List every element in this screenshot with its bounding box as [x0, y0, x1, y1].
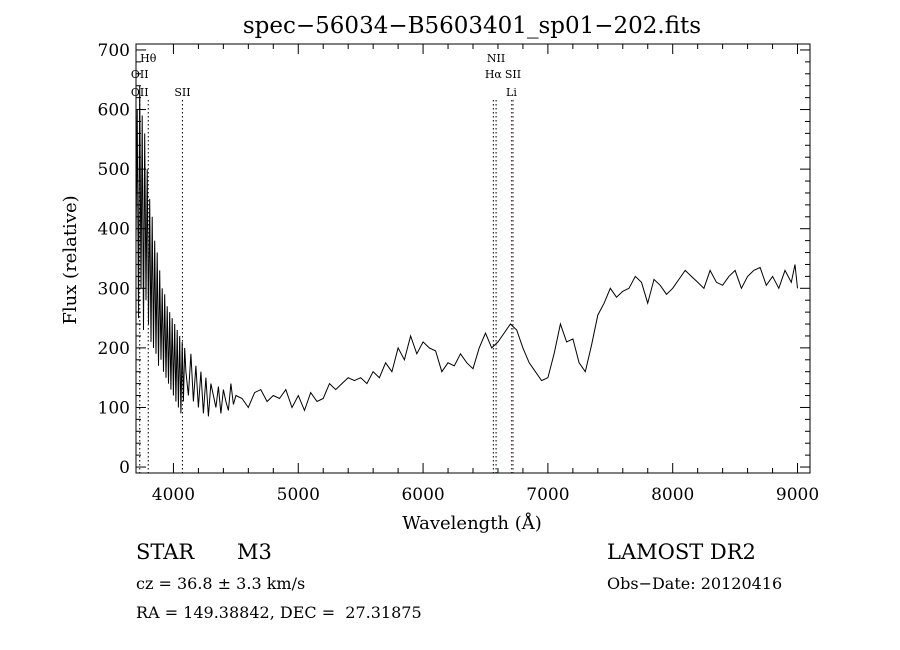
line-label: Li	[506, 86, 517, 99]
axis-ticks-layer: 4000 5000 6000 7000 8000 9000 0 100 200 300 400 500…	[98, 41, 820, 505]
y-tick-label: 200	[98, 339, 130, 359]
line-label: NII	[487, 52, 505, 65]
y-tick-label: 400	[98, 220, 130, 240]
survey-name: LAMOST DR2	[607, 540, 756, 564]
line-label: Hα	[485, 68, 503, 81]
x-tick-label: 8000	[651, 485, 694, 505]
object-class: STAR	[136, 540, 195, 564]
line-label: SII	[174, 86, 190, 99]
line-label: Hθ	[140, 52, 157, 65]
spectrum-layer	[135, 85, 798, 417]
redshift-text: cz = 36.8 ± 3.3 km/s	[136, 574, 306, 593]
chart-title: spec−56034−B5603401_sp01−202.fits	[243, 13, 701, 39]
x-tick-label: 4000	[152, 485, 195, 505]
x-tick-label: 6000	[401, 485, 444, 505]
coordinates-text: RA = 149.38842, DEC = 27.31875	[136, 603, 422, 622]
y-tick-label: 300	[98, 279, 130, 299]
object-subclass: M3	[237, 540, 272, 564]
x-axis-label: Wavelength (Å)	[402, 512, 542, 534]
y-axis-label: Flux (relative)	[60, 195, 81, 324]
line-label: SII	[505, 68, 521, 81]
y-tick-label: 0	[119, 458, 130, 478]
observation-date: Obs−Date: 20120416	[607, 574, 783, 593]
x-tick-label: 5000	[277, 485, 320, 505]
plot-frame	[135, 43, 811, 474]
x-tick-label: 7000	[526, 485, 569, 505]
x-tick-label: 9000	[776, 485, 819, 505]
y-tick-label: 600	[98, 101, 130, 121]
line-label: OII	[131, 68, 149, 81]
y-tick-label: 700	[98, 41, 130, 61]
y-tick-label: 100	[98, 398, 130, 418]
spectrum-line	[135, 85, 798, 417]
y-tick-label: 500	[98, 160, 130, 180]
